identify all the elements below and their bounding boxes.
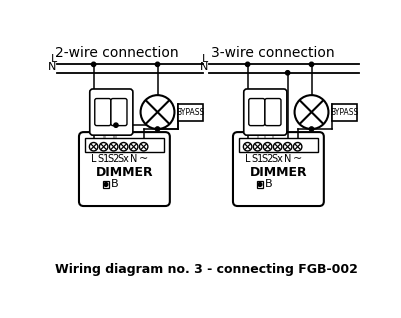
Circle shape — [91, 62, 95, 66]
Circle shape — [139, 142, 148, 151]
Text: 3-wire connection: 3-wire connection — [211, 46, 334, 60]
Text: N: N — [130, 154, 137, 164]
Circle shape — [293, 142, 301, 151]
Bar — [332, 104, 356, 121]
Circle shape — [309, 127, 313, 131]
Text: BYPASS: BYPASS — [330, 107, 358, 117]
Bar — [178, 104, 203, 121]
Text: DIMMER: DIMMER — [249, 166, 306, 179]
Bar — [256, 181, 262, 188]
Text: S2: S2 — [261, 154, 273, 164]
Circle shape — [263, 142, 271, 151]
Circle shape — [104, 183, 107, 186]
Circle shape — [294, 95, 328, 129]
FancyBboxPatch shape — [264, 99, 280, 126]
Text: ~: ~ — [139, 154, 148, 164]
FancyBboxPatch shape — [233, 132, 323, 206]
Circle shape — [109, 142, 117, 151]
Bar — [103, 181, 109, 188]
Text: S1: S1 — [97, 154, 109, 164]
Circle shape — [257, 183, 261, 186]
Circle shape — [309, 62, 313, 66]
Text: Sx: Sx — [117, 154, 129, 164]
Circle shape — [140, 95, 174, 129]
Bar — [239, 138, 317, 152]
Text: S2: S2 — [107, 154, 119, 164]
Text: S1: S1 — [251, 154, 263, 164]
Text: DIMMER: DIMMER — [95, 166, 153, 179]
FancyBboxPatch shape — [89, 89, 133, 135]
Text: ~: ~ — [292, 154, 302, 164]
Circle shape — [155, 127, 159, 131]
Text: Sx: Sx — [271, 154, 283, 164]
Text: B: B — [265, 179, 272, 190]
Text: N: N — [48, 62, 57, 72]
Text: L: L — [244, 154, 250, 164]
Text: 2-wire connection: 2-wire connection — [55, 46, 178, 60]
Text: N: N — [199, 62, 208, 72]
Circle shape — [89, 142, 97, 151]
FancyBboxPatch shape — [111, 99, 127, 126]
Text: B: B — [111, 179, 119, 190]
FancyBboxPatch shape — [79, 132, 169, 206]
Bar — [85, 138, 163, 152]
Circle shape — [273, 142, 281, 151]
Circle shape — [285, 71, 289, 75]
Text: N: N — [283, 154, 291, 164]
FancyBboxPatch shape — [248, 99, 264, 126]
Circle shape — [283, 142, 291, 151]
Text: L: L — [91, 154, 96, 164]
Circle shape — [245, 62, 249, 66]
Circle shape — [253, 142, 261, 151]
FancyBboxPatch shape — [95, 99, 111, 126]
Circle shape — [113, 123, 118, 127]
Circle shape — [99, 142, 107, 151]
Text: Wiring diagram no. 3 - connecting FGB-002: Wiring diagram no. 3 - connecting FGB-00… — [55, 263, 356, 276]
Circle shape — [243, 142, 251, 151]
Text: L: L — [202, 53, 208, 64]
FancyBboxPatch shape — [243, 89, 286, 135]
Circle shape — [119, 142, 128, 151]
Text: BYPASS: BYPASS — [176, 107, 204, 117]
Circle shape — [155, 62, 159, 66]
Circle shape — [129, 142, 138, 151]
Text: L: L — [50, 53, 57, 64]
